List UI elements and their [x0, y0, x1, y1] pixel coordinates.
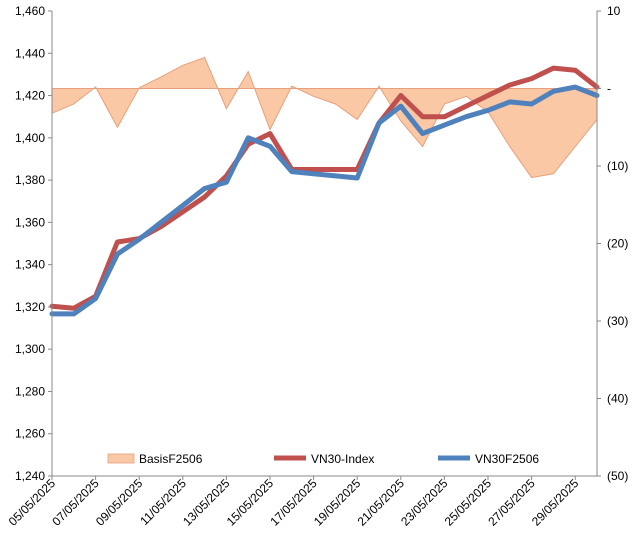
legend-label-vn30-index: VN30-Index	[311, 452, 374, 466]
price-lines-layer	[49, 65, 600, 317]
right-axis-ticks: 10 - (10) (20) (30) (40) (50)	[597, 4, 628, 483]
left-tick-label: 1,240	[15, 469, 45, 483]
x-axis-ticks: 05/05/202507/05/202509/05/202511/05/2025…	[6, 476, 582, 529]
left-tick-label: 1,420	[15, 89, 45, 103]
basis-area	[51, 56, 598, 179]
left-tick-label: 1,280	[15, 384, 45, 398]
right-tick-label: (50)	[607, 469, 628, 483]
left-tick-label: 1,460	[15, 4, 45, 18]
left-tick-label: 1,340	[15, 258, 45, 272]
left-tick-label: 1,380	[15, 173, 45, 187]
left-tick-label: 1,400	[15, 131, 45, 145]
right-tick-label: (10)	[607, 159, 628, 173]
x-tick-label: 29/05/2025	[529, 476, 582, 529]
left-tick-label: 1,300	[15, 342, 45, 356]
left-axis-ticks: 1,240 1,260 1,280 1,300 1,320 1,340 1,360 1,380…	[15, 4, 52, 483]
right-tick-label: (30)	[607, 314, 628, 328]
left-tick-label: 1,440	[15, 46, 45, 60]
right-tick-label: (20)	[607, 237, 628, 251]
vn30f2506-line	[49, 84, 600, 317]
left-tick-label: 1,260	[15, 427, 45, 441]
right-tick-label: -	[607, 82, 611, 96]
right-tick-label: (40)	[607, 392, 628, 406]
legend: BasisF2506 VN30-Index VN30F2506	[107, 452, 539, 466]
x-tick-label: 09/05/2025	[93, 476, 146, 529]
left-tick-label: 1,320	[15, 300, 45, 314]
legend-label-vn30f2506: VN30F2506	[475, 452, 539, 466]
right-tick-label: 10	[607, 4, 621, 18]
basis-area-layer	[51, 56, 598, 179]
legend-label-basis: BasisF2506	[139, 452, 203, 466]
left-tick-label: 1,360	[15, 215, 45, 229]
legend-swatch-basis	[107, 453, 135, 464]
